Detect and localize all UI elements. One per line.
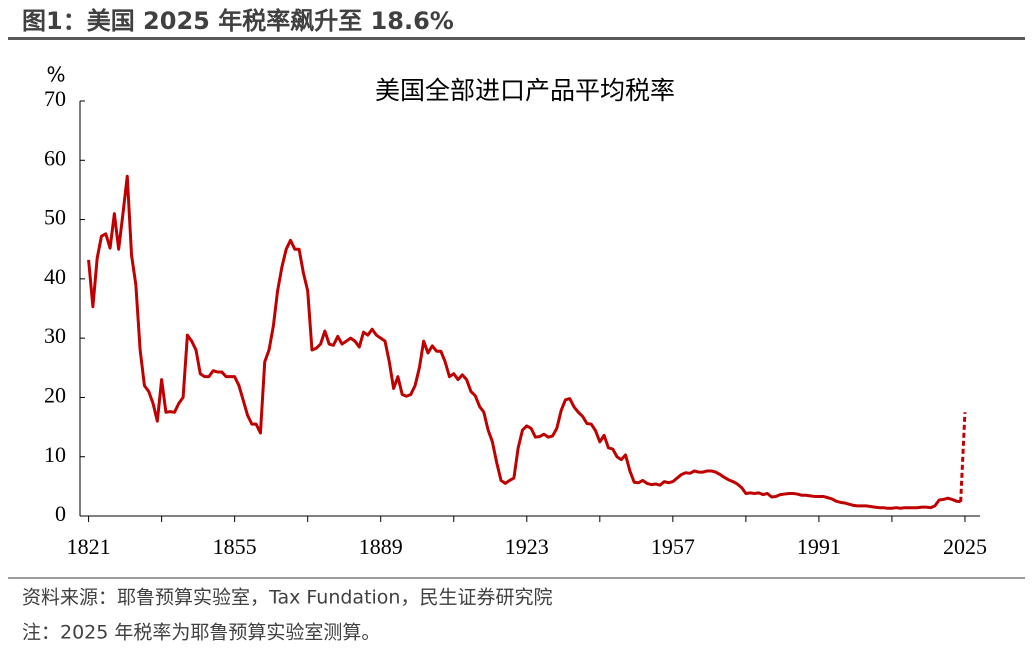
y-tick-label: 50: [44, 205, 66, 230]
x-tick-label: 1923: [505, 534, 549, 559]
line: [959, 412, 967, 502]
x-tick-label: 1855: [213, 534, 257, 559]
x-tick-label: 2025: [943, 534, 987, 559]
source: 资料来源：耶鲁预算实验室，Tax Fundation，民生证券研究院: [22, 587, 552, 609]
x-tick-label: 1889: [359, 534, 403, 559]
y-tick-label: 0: [55, 501, 66, 526]
header-title: 图1：美国 2025 年税率飙升至 18.6%: [22, 7, 454, 35]
x-tick-label: 1821: [67, 534, 111, 559]
y-axis-label: %: [46, 63, 65, 87]
plot: 0 10 20 30 40 50 60 70 1821 1855 1889 1923 1957 1991 2…: [44, 86, 987, 559]
note: 注：2025 年税率为耶鲁预算实验室测算。: [22, 622, 380, 644]
chart-title: 美国全部进口产品平均税率: [375, 76, 675, 105]
y-tick-label: 10: [44, 442, 66, 467]
y-tick-label: 60: [44, 145, 66, 170]
x-tick-label: 1991: [797, 534, 841, 559]
line: [87, 174, 961, 510]
y-tick-label: 30: [44, 323, 66, 348]
header-rule: [8, 37, 1025, 40]
y-tick-label: 40: [44, 264, 66, 289]
y-tick-label: 70: [44, 86, 66, 111]
y-tick-label: 20: [44, 382, 66, 407]
x-tick-label: 1957: [651, 534, 695, 559]
